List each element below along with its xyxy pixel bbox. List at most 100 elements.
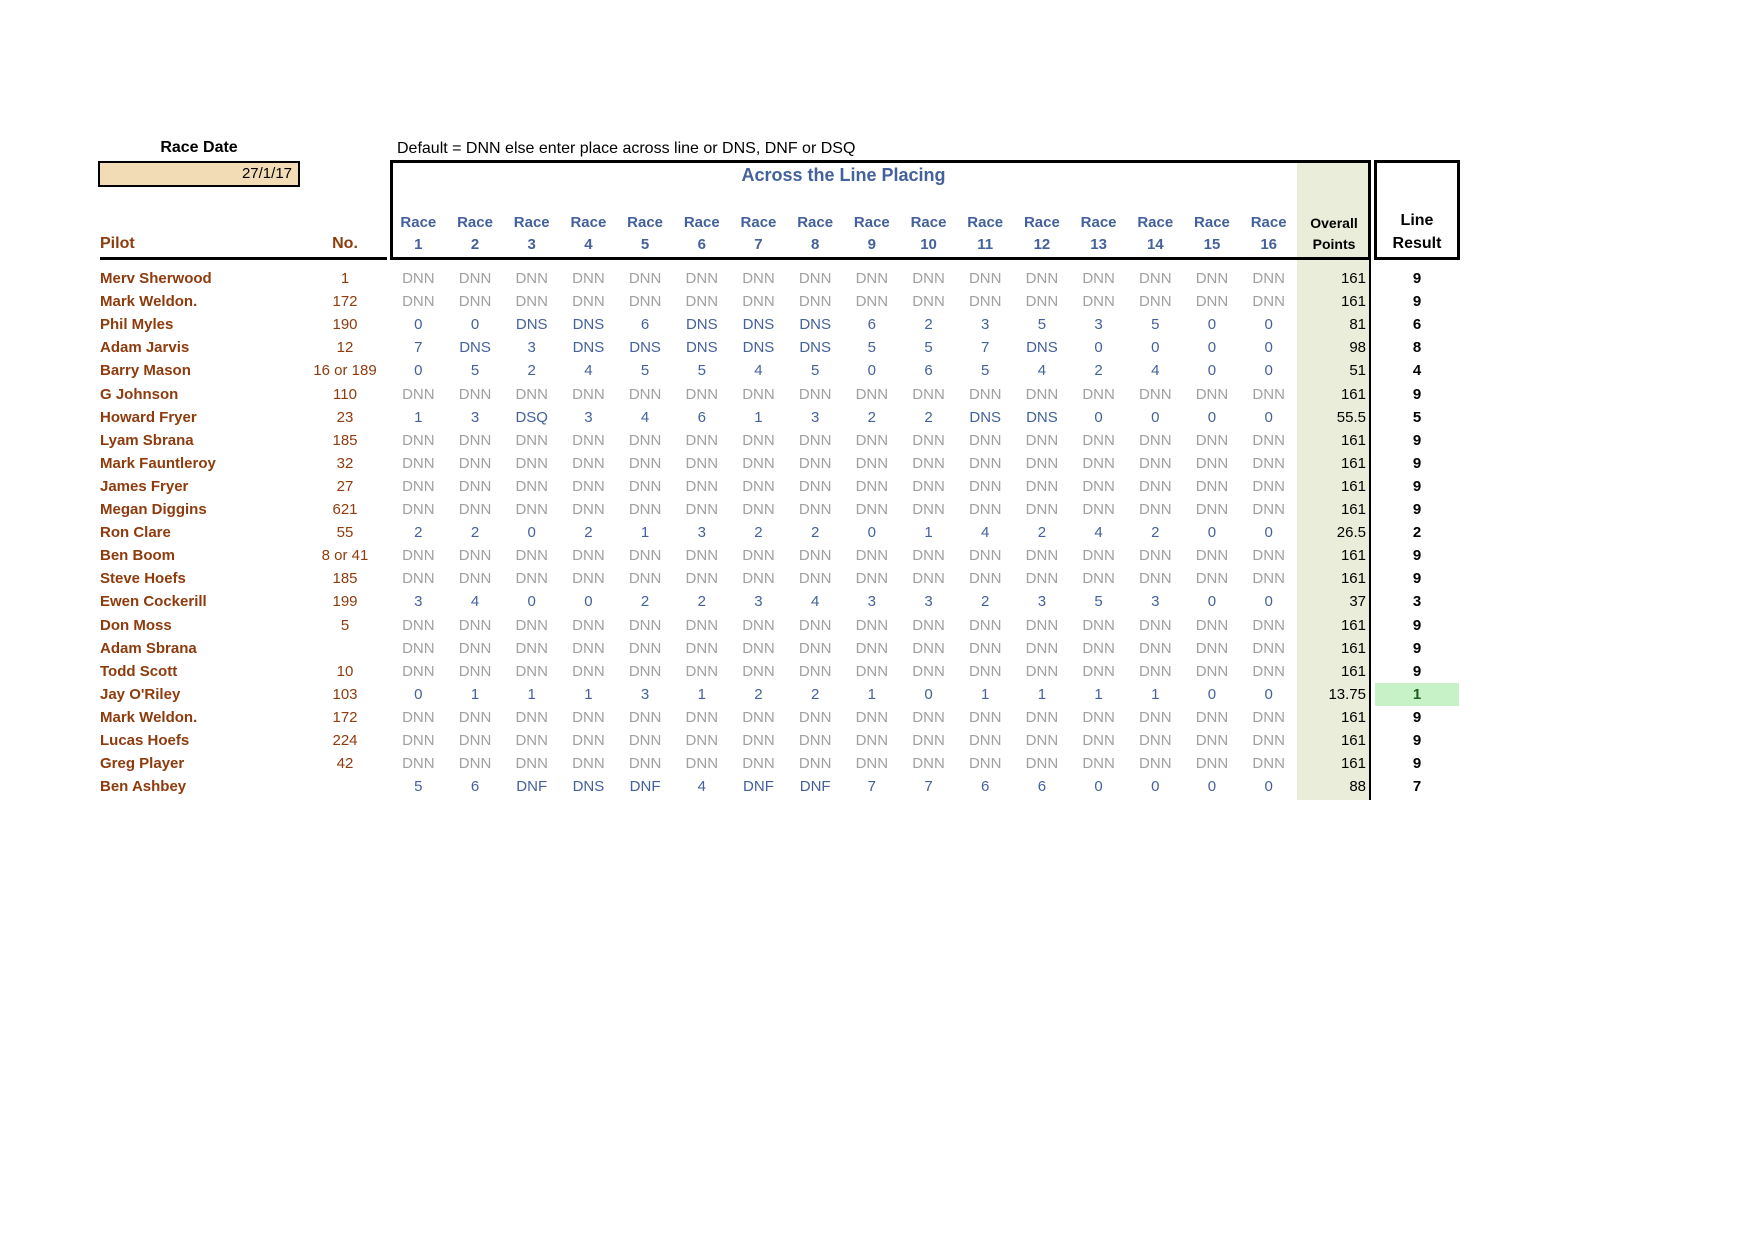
pilot-number-cell[interactable]: 42 <box>336 755 354 773</box>
race-15-result-cell[interactable]: DNN <box>1195 431 1229 449</box>
pilot-number-cell[interactable]: 27 <box>336 477 354 495</box>
race-14-result-cell[interactable]: 1 <box>1151 685 1160 703</box>
race-15-result-cell[interactable]: DNN <box>1195 293 1229 311</box>
race-3-result-cell[interactable]: DNF <box>516 778 548 796</box>
race-14-result-cell[interactable]: DNN <box>1139 732 1172 750</box>
race-12-result-cell[interactable]: DNN <box>1025 708 1059 726</box>
race-3-result-cell[interactable]: DNN <box>515 547 548 565</box>
race-14-result-cell[interactable]: DNN <box>1139 639 1172 657</box>
race-6-result-cell[interactable]: DNS <box>685 316 718 334</box>
race-6-result-cell[interactable]: DNN <box>685 639 719 657</box>
race-1-result-cell[interactable]: DNN <box>402 547 435 565</box>
pilot-number-cell[interactable]: 172 <box>332 708 358 726</box>
race-4-result-cell[interactable]: DNS <box>572 339 605 357</box>
race-1-result-cell[interactable]: 0 <box>414 685 423 703</box>
race-5-result-cell[interactable]: DNN <box>628 755 662 773</box>
race-8-result-cell[interactable]: DNN <box>798 732 832 750</box>
race-4-result-cell[interactable]: DNS <box>572 778 605 796</box>
race-8-result-cell[interactable]: DNN <box>798 639 832 657</box>
race-13-result-cell[interactable]: DNN <box>1082 662 1115 680</box>
race-5-result-cell[interactable]: 3 <box>640 685 650 703</box>
pilot-number-cell[interactable]: 16 or 189 <box>313 362 377 380</box>
pilot-number-cell[interactable]: 5 <box>340 616 350 634</box>
pilot-name-cell[interactable]: Mark Weldon. <box>100 708 198 726</box>
race-5-result-cell[interactable]: DNN <box>628 616 662 634</box>
race-5-result-cell[interactable]: DNN <box>628 477 662 495</box>
race-14-result-cell[interactable]: DNN <box>1139 570 1172 588</box>
race-8-result-cell[interactable]: DNN <box>798 385 832 403</box>
race-4-result-cell[interactable]: DNN <box>572 293 605 311</box>
pilot-name-cell[interactable]: Lyam Sbrana <box>100 431 194 449</box>
race-date-input-cell[interactable]: 27/1/17 <box>98 161 300 187</box>
race-6-result-cell[interactable]: DNN <box>685 477 719 495</box>
pilot-name-cell[interactable]: Megan Diggins <box>100 501 207 519</box>
race-12-result-cell[interactable]: DNS <box>1026 408 1058 426</box>
race-10-result-cell[interactable]: DNN <box>912 708 945 726</box>
race-11-result-cell[interactable]: DNN <box>968 477 1002 495</box>
race-7-result-cell[interactable]: DNF <box>743 778 774 796</box>
race-10-result-cell[interactable]: DNN <box>912 732 945 750</box>
race-2-result-cell[interactable]: 0 <box>470 316 480 334</box>
race-2-result-cell[interactable]: 6 <box>470 778 480 796</box>
pilot-number-cell[interactable]: 199 <box>332 593 358 611</box>
race-13-result-cell[interactable]: DNN <box>1082 708 1115 726</box>
race-16-result-cell[interactable]: 0 <box>1264 778 1273 796</box>
race-3-result-cell[interactable]: 1 <box>527 685 536 703</box>
race-11-result-cell[interactable]: DNN <box>968 570 1002 588</box>
race-9-result-cell[interactable]: 5 <box>867 339 877 357</box>
race-1-result-cell[interactable]: DNN <box>402 270 435 288</box>
race-2-result-cell[interactable]: DNS <box>459 339 491 357</box>
race-5-result-cell[interactable]: 6 <box>640 316 650 334</box>
race-12-result-cell[interactable]: DNN <box>1025 454 1059 472</box>
race-7-result-cell[interactable]: DNN <box>742 501 775 519</box>
race-13-result-cell[interactable]: DNN <box>1082 732 1115 750</box>
pilot-number-cell[interactable]: 103 <box>332 685 358 703</box>
race-10-result-cell[interactable]: DNN <box>912 270 945 288</box>
race-16-result-cell[interactable]: DNN <box>1252 755 1285 773</box>
race-16-result-cell[interactable]: DNN <box>1252 708 1285 726</box>
pilot-name-cell[interactable]: Ron Clare <box>100 524 171 542</box>
race-14-result-cell[interactable]: DNN <box>1139 454 1172 472</box>
pilot-name-cell[interactable]: Todd Scott <box>100 662 178 680</box>
race-7-result-cell[interactable]: DNN <box>742 755 775 773</box>
race-1-result-cell[interactable]: 7 <box>414 339 423 357</box>
race-3-result-cell[interactable]: DNN <box>515 639 548 657</box>
pilot-name-cell[interactable]: Lucas Hoefs <box>100 732 190 750</box>
race-10-result-cell[interactable]: 6 <box>924 362 933 380</box>
race-10-result-cell[interactable]: DNN <box>912 477 945 495</box>
race-15-result-cell[interactable]: DNN <box>1195 501 1229 519</box>
race-13-result-cell[interactable]: DNN <box>1082 293 1115 311</box>
race-10-result-cell[interactable]: 2 <box>924 316 933 334</box>
race-16-result-cell[interactable]: 0 <box>1264 524 1273 542</box>
race-2-result-cell[interactable]: DNN <box>458 732 492 750</box>
race-7-result-cell[interactable]: DNN <box>742 547 775 565</box>
race-5-result-cell[interactable]: 5 <box>640 362 650 380</box>
race-12-result-cell[interactable]: DNN <box>1025 385 1059 403</box>
race-10-result-cell[interactable]: DNN <box>912 431 945 449</box>
race-9-result-cell[interactable]: DNN <box>855 662 889 680</box>
race-3-result-cell[interactable]: DNN <box>515 454 548 472</box>
race-3-result-cell[interactable]: DNS <box>515 316 548 334</box>
race-11-result-cell[interactable]: DNN <box>968 501 1002 519</box>
race-7-result-cell[interactable]: DNN <box>742 732 775 750</box>
race-12-result-cell[interactable]: DNN <box>1025 270 1059 288</box>
race-7-result-cell[interactable]: 1 <box>754 408 763 426</box>
race-1-result-cell[interactable]: DNN <box>402 616 435 634</box>
pilot-name-cell[interactable]: Mark Weldon. <box>100 293 198 311</box>
race-2-result-cell[interactable]: DNN <box>458 755 492 773</box>
race-5-result-cell[interactable]: DNN <box>628 662 662 680</box>
race-12-result-cell[interactable]: 3 <box>1037 593 1047 611</box>
race-1-result-cell[interactable]: DNN <box>402 431 435 449</box>
pilot-name-cell[interactable]: Don Moss <box>100 616 172 634</box>
race-9-result-cell[interactable]: 0 <box>867 362 877 380</box>
race-16-result-cell[interactable]: DNN <box>1252 662 1285 680</box>
race-10-result-cell[interactable]: DNN <box>912 662 945 680</box>
race-8-result-cell[interactable]: 3 <box>810 408 820 426</box>
race-13-result-cell[interactable]: 3 <box>1094 316 1103 334</box>
race-8-result-cell[interactable]: DNS <box>799 316 831 334</box>
race-15-result-cell[interactable]: DNN <box>1195 477 1229 495</box>
race-11-result-cell[interactable]: DNS <box>969 408 1002 426</box>
race-12-result-cell[interactable]: DNN <box>1025 293 1059 311</box>
race-14-result-cell[interactable]: DNN <box>1139 662 1172 680</box>
race-15-result-cell[interactable]: 0 <box>1207 685 1217 703</box>
